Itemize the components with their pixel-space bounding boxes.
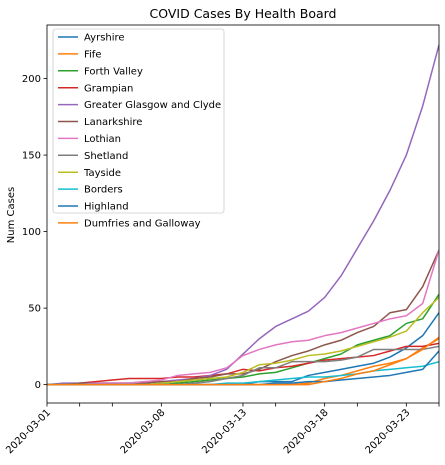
legend-label: Fife: [84, 50, 101, 61]
legend-label: Lanarkshire: [84, 117, 142, 128]
legend-label: Greater Glasgow and Clyde: [84, 100, 221, 111]
legend-label: Dumfries and Galloway: [84, 219, 201, 230]
chart-title: COVID Cases By Health Board: [150, 6, 337, 21]
legend-label: Borders: [84, 185, 123, 196]
x-tick-label: 2020-03-18: [282, 407, 331, 456]
series-line-fife: [47, 338, 439, 386]
series-lines: [47, 44, 439, 386]
legend-frame: [52, 28, 225, 214]
y-tick-label: 100: [22, 227, 41, 238]
x-tick-label: 2020-03-13: [200, 407, 249, 456]
legend-label: Lothian: [84, 134, 121, 145]
legend-label: Grampian: [84, 83, 133, 94]
series-line-grampian: [47, 342, 439, 386]
legend-label: Highland: [84, 202, 129, 213]
y-tick-label: 50: [28, 304, 41, 315]
series-line-tayside: [47, 296, 439, 386]
x-tick-label: 2020-03-01: [4, 407, 53, 456]
legend: Ayrshire Fife Forth Valley Grampian Greater …: [52, 28, 225, 230]
y-tick-label: 200: [22, 74, 41, 85]
y-tick-label: 0: [35, 380, 41, 391]
legend-label: Shetland: [84, 151, 128, 162]
plot-area: 0 50 100 150 200 2020-03-01 2020-03-08 2020-03-…: [4, 24, 440, 456]
y-axis-label: Num Cases: [6, 187, 17, 243]
y-tick-label: 150: [22, 151, 41, 162]
x-tick-label: 2020-03-08: [119, 407, 168, 456]
series-line-lothian: [47, 249, 439, 386]
series-line-dumfries-and-galloway: [47, 336, 439, 386]
legend-label: Tayside: [83, 168, 121, 179]
legend-label: Ayrshire: [84, 33, 125, 44]
legend-label: Forth Valley: [84, 66, 143, 77]
x-tick-label: 2020-03-23: [364, 407, 413, 456]
